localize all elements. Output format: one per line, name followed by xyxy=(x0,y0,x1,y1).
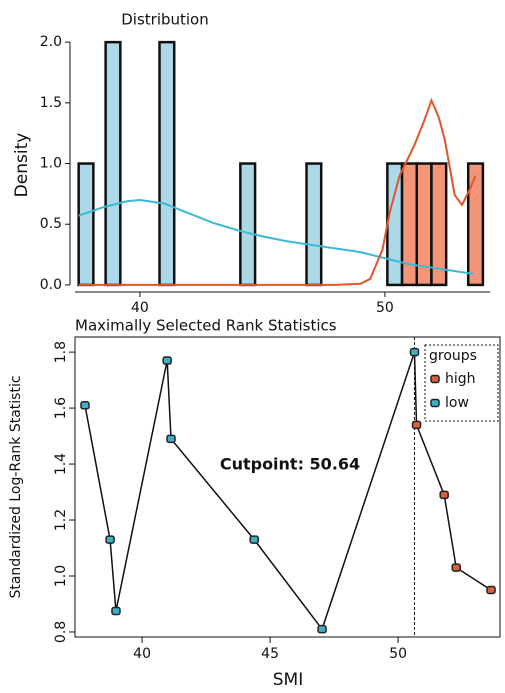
chart-title: Distribution xyxy=(121,11,209,29)
histogram-bar xyxy=(386,162,404,287)
y-axis-label: Standardized Log-Rank Statistic xyxy=(8,375,24,598)
histogram-bar xyxy=(239,162,257,287)
x-tick-label: 50 xyxy=(389,646,407,662)
x-tick-label: 40 xyxy=(131,300,149,316)
y-tick-label: 1.2 xyxy=(53,509,69,531)
legend-box xyxy=(424,344,499,422)
series-line xyxy=(415,424,492,591)
y-axis-label: Density xyxy=(12,133,32,198)
legend-swatch xyxy=(430,398,440,408)
point xyxy=(166,434,176,444)
point xyxy=(451,563,461,572)
histogram-bar xyxy=(77,162,95,287)
legend-title: groups xyxy=(429,348,477,364)
plot-frame xyxy=(74,336,501,638)
x-tick-label: 45 xyxy=(261,646,279,662)
histogram-bar xyxy=(466,162,485,287)
series-line xyxy=(84,351,416,631)
x-axis-label: SMI xyxy=(273,670,303,690)
legend-label: low xyxy=(445,395,469,411)
histogram-bar xyxy=(430,162,448,287)
point xyxy=(162,356,172,365)
point xyxy=(80,401,90,410)
y-tick-label: 1.0 xyxy=(40,156,62,172)
x-tick-label: 40 xyxy=(133,646,151,662)
y-tick-label: 1.8 xyxy=(53,341,69,363)
histogram-bar xyxy=(305,162,323,287)
y-tick-label: 0.8 xyxy=(53,621,69,643)
point xyxy=(105,535,115,544)
point xyxy=(317,624,327,634)
y-tick-label: 1.4 xyxy=(53,453,69,475)
histogram-bar xyxy=(158,40,176,287)
point xyxy=(486,585,496,595)
point xyxy=(249,535,259,544)
density-line xyxy=(78,97,477,286)
point xyxy=(411,420,422,430)
y-tick-label: 1.6 xyxy=(53,397,69,419)
point xyxy=(439,490,449,500)
histogram-bar xyxy=(104,40,122,287)
x-tick-label: 50 xyxy=(376,300,394,316)
y-tick-label: 1.0 xyxy=(53,565,69,587)
series-connector xyxy=(413,352,418,425)
density-line xyxy=(78,198,474,275)
legend-label: high xyxy=(445,371,476,387)
y-tick-label: 0.5 xyxy=(40,216,62,232)
y-tick-label: 2.0 xyxy=(40,34,62,50)
legend-swatch xyxy=(430,374,440,384)
point xyxy=(111,606,121,616)
y-tick-label: 1.5 xyxy=(40,95,62,111)
annotation: Cutpoint: 50.64 xyxy=(220,455,360,474)
chart-title: Maximally Selected Rank Statistics xyxy=(75,317,337,335)
histogram-bar xyxy=(400,162,419,287)
point xyxy=(409,347,420,357)
y-tick-label: 0.0 xyxy=(40,277,62,293)
